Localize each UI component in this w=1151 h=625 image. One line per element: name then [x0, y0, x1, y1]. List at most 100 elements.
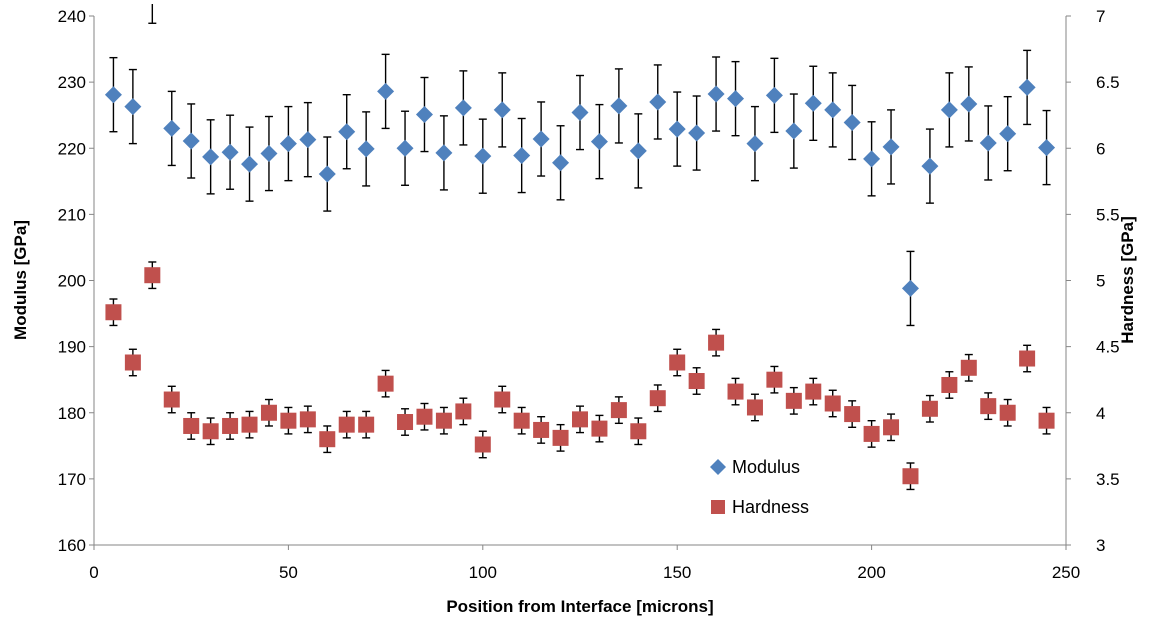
modulus-point — [649, 93, 667, 111]
hardness-point — [163, 391, 180, 408]
y2-tick-label: 5.5 — [1096, 205, 1120, 224]
hardness-point — [105, 304, 122, 321]
y-tick-label: 230 — [58, 73, 86, 92]
hardness-point — [435, 412, 452, 429]
modulus-point — [629, 142, 647, 160]
modulus-point — [357, 140, 375, 158]
hardness-point — [669, 354, 686, 371]
hardness-point — [377, 375, 394, 392]
legend-marker-modulus — [710, 459, 726, 475]
data-series — [104, 4, 1056, 491]
hardness-point — [844, 406, 861, 423]
series-modulus — [104, 4, 1056, 327]
modulus-point — [668, 120, 686, 138]
legend: Modulus Hardness — [710, 457, 809, 517]
hardness-point — [785, 392, 802, 409]
modulus-point — [765, 86, 783, 104]
modulus-point — [454, 99, 472, 117]
y-tick-label: 220 — [58, 139, 86, 158]
x-tick-label: 50 — [279, 563, 298, 582]
hardness-point — [805, 383, 822, 400]
series-hardness — [105, 261, 1055, 491]
hardness-point — [241, 416, 258, 433]
hardness-point — [1038, 412, 1055, 429]
modulus-point — [532, 130, 550, 148]
modulus-point — [610, 97, 628, 115]
hardness-point — [202, 423, 219, 440]
modulus-point — [221, 143, 239, 161]
hardness-point — [533, 421, 550, 438]
hardness-point — [999, 404, 1016, 421]
modulus-point — [1018, 78, 1036, 96]
tick-labels: 160 170 180 190 200 210 220 230 240 3 3.5 4 4.5 5 5.5 6… — [58, 7, 1120, 582]
modulus-point — [843, 113, 861, 131]
y2-tick-label: 5 — [1096, 272, 1105, 291]
hardness-point — [980, 398, 997, 415]
hardness-point — [222, 417, 239, 434]
y-tick-label: 160 — [58, 536, 86, 555]
modulus-point — [746, 135, 764, 153]
hardness-point — [260, 404, 277, 421]
hardness-point — [902, 468, 919, 485]
hardness-point — [746, 399, 763, 416]
modulus-point — [338, 123, 356, 141]
hardness-point — [941, 376, 958, 393]
modulus-point — [571, 104, 589, 122]
modulus-point — [241, 155, 259, 173]
x-tick-label: 200 — [857, 563, 885, 582]
hardness-point — [591, 420, 608, 437]
modulus-point — [182, 132, 200, 150]
hardness-point — [455, 403, 472, 420]
modulus-point — [882, 138, 900, 156]
y2-tick-label: 4 — [1096, 404, 1105, 423]
hardness-point — [727, 383, 744, 400]
modulus-point — [688, 124, 706, 142]
x-tick-label: 250 — [1052, 563, 1080, 582]
legend-label-hardness: Hardness — [732, 497, 809, 517]
hardness-point — [630, 423, 647, 440]
modulus-point — [552, 154, 570, 172]
modulus-point — [921, 157, 939, 175]
modulus-point — [960, 95, 978, 113]
modulus-point — [901, 279, 919, 297]
hardness-point — [708, 334, 725, 351]
y-axis-title: Modulus [GPa] — [11, 220, 30, 340]
hardness-point — [766, 371, 783, 388]
hardness-point — [474, 436, 491, 453]
modulus-point — [1038, 139, 1056, 157]
modulus-point — [513, 147, 531, 165]
y2-axis-title: Hardness [GPa] — [1118, 216, 1137, 344]
hardness-point — [416, 408, 433, 425]
modulus-point — [377, 82, 395, 100]
axes — [89, 15, 1071, 550]
modulus-point — [999, 125, 1017, 143]
modulus-point — [104, 86, 122, 104]
modulus-point — [396, 139, 414, 157]
hardness-point — [552, 429, 569, 446]
hardness-point — [610, 402, 627, 419]
modulus-point — [260, 145, 278, 163]
y-tick-label: 200 — [58, 272, 86, 291]
hardness-point — [144, 267, 161, 284]
hardness-point — [824, 395, 841, 412]
error-bars-hardness — [109, 261, 1051, 491]
y-tick-label: 240 — [58, 7, 86, 26]
y2-tick-label: 6.5 — [1096, 73, 1120, 92]
hardness-point — [883, 419, 900, 436]
modulus-point — [163, 119, 181, 137]
y2-tick-label: 7 — [1096, 7, 1105, 26]
hardness-point — [358, 416, 375, 433]
modulus-point — [435, 144, 453, 162]
x-tick-label: 150 — [663, 563, 691, 582]
y-tick-label: 190 — [58, 338, 86, 357]
markers-modulus — [104, 78, 1056, 297]
y2-tick-label: 3 — [1096, 536, 1105, 555]
y2-tick-label: 4.5 — [1096, 338, 1120, 357]
hardness-point — [319, 431, 336, 448]
modulus-point — [279, 135, 297, 153]
modulus-point — [804, 94, 822, 112]
hardness-point — [1019, 350, 1036, 367]
hardness-point — [572, 411, 588, 428]
